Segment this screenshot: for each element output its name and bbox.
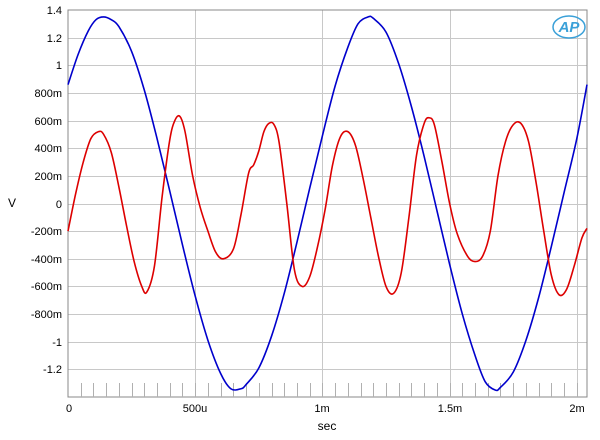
- y-tick-label: 1: [56, 60, 62, 72]
- y-tick-label: 1.4: [47, 5, 62, 17]
- y-tick-label: -400m: [31, 254, 62, 266]
- series-line-blue: [67, 15, 588, 392]
- ap-logo: AP: [552, 15, 586, 39]
- y-tick-label: 600m: [34, 116, 62, 128]
- series-layer: [67, 15, 588, 392]
- y-axis-label: V: [8, 196, 16, 210]
- minor-tick-marks: [81, 383, 578, 397]
- y-tick-label: -600m: [31, 281, 62, 293]
- ap-logo-text: AP: [558, 19, 581, 36]
- y-tick-label: -200m: [31, 226, 62, 238]
- x-tick-label: 0: [66, 403, 72, 415]
- x-axis-label: sec: [318, 419, 337, 433]
- y-tick-label: -1: [52, 337, 62, 349]
- y-tick-label: 400m: [34, 143, 62, 155]
- series-line-red: [67, 114, 588, 297]
- x-tick-label: 2m: [569, 403, 584, 415]
- grid-layer: [68, 10, 587, 397]
- y-tick-label: 800m: [34, 88, 62, 100]
- y-tick-label: 0: [56, 199, 62, 211]
- y-tick-label: 200m: [34, 171, 62, 183]
- y-tick-label: -1.2: [43, 364, 62, 376]
- tick-label-layer: 0 500u 1m 1.5m 2m 1.4 1.2 1 800m 600m 400m 200m 0 -20…: [31, 5, 585, 415]
- x-tick-label: 1.5m: [438, 403, 462, 415]
- x-tick-label: 1m: [314, 403, 329, 415]
- y-tick-label: -800m: [31, 309, 62, 321]
- y-tick-label: 1.2: [47, 33, 62, 45]
- x-tick-label: 500u: [183, 403, 207, 415]
- plot-frame: [67, 9, 588, 398]
